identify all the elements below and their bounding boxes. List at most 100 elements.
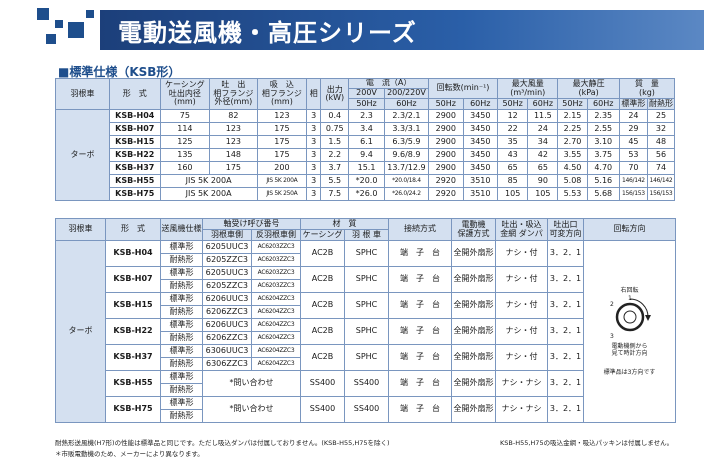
spec-q50: 43 bbox=[497, 148, 529, 162]
detail-heat-label: 耐熱形 bbox=[160, 279, 203, 293]
spec-r50: 2920 bbox=[428, 187, 464, 201]
detail-model: KSB-H04 bbox=[105, 240, 161, 267]
detail-h-spec: 送風機仕様 bbox=[160, 218, 203, 241]
spec-c60: 6.3/5.9 bbox=[383, 135, 430, 149]
spec-flange: 123 bbox=[209, 135, 258, 149]
spec-m2: 48 bbox=[646, 135, 676, 149]
spec-h-output: 出力 (kW) bbox=[320, 78, 350, 110]
spec-c50: 15.1 bbox=[348, 161, 385, 175]
spec-c60: 13.7/12.9 bbox=[383, 161, 430, 175]
rotation-cell: 右回転 3 2 1 電動機側から 見て時計方向 標準品は3方向です bbox=[583, 240, 676, 423]
spec-p50: 5.08 bbox=[557, 174, 588, 188]
spec-suction: 175 bbox=[256, 148, 308, 162]
spec-r60: 3510 bbox=[462, 187, 499, 201]
spec-c60: 2.3/2.1 bbox=[383, 109, 430, 123]
spec-q60: 24 bbox=[527, 122, 559, 136]
detail-heat-label: 耐熱形 bbox=[160, 331, 203, 345]
detail-model: KSB-H55 bbox=[105, 370, 161, 397]
spec-p50: 2.25 bbox=[557, 122, 588, 136]
detail-std-label: 標準形 bbox=[160, 396, 203, 410]
detail-conn: 端 子 台 bbox=[388, 370, 452, 397]
spec-r50: 2900 bbox=[428, 135, 464, 149]
spec-c50: 6.1 bbox=[348, 135, 385, 149]
detail-outlet: ナシ・ナシ bbox=[495, 370, 548, 397]
detail-casing: SS400 bbox=[300, 370, 345, 397]
detail-bear-rev: AC6204ZZC3 bbox=[251, 318, 301, 332]
detail-mat-blade: SPHC bbox=[344, 344, 389, 371]
spec-q60: 90 bbox=[527, 174, 559, 188]
spec-r50: 2900 bbox=[428, 161, 464, 175]
detail-heat-label: 耐熱形 bbox=[160, 357, 203, 371]
spec-m2: 156/153 bbox=[646, 187, 676, 201]
spec-flange: 175 bbox=[209, 161, 258, 175]
detail-outlet: ナシ・付 bbox=[495, 344, 548, 371]
detail-bear-blade: 6206UUC3 bbox=[202, 292, 252, 306]
spec-suction: 175 bbox=[256, 122, 308, 136]
detail-conn: 端 子 台 bbox=[388, 240, 452, 267]
detail-motor: 全開外扇形 bbox=[451, 396, 496, 423]
title-bar bbox=[100, 10, 704, 50]
spec-model: KSB-H22 bbox=[108, 148, 161, 162]
title-banner: 電動送風機・高圧シリーズ bbox=[0, 0, 704, 56]
rotation-label: 右回転 bbox=[620, 286, 639, 294]
detail-model: KSB-H75 bbox=[105, 396, 161, 423]
rotation-std-note: 標準品は3方向です bbox=[603, 368, 656, 376]
detail-outlet: ナシ・付 bbox=[495, 266, 548, 293]
page-title: 電動送風機・高圧シリーズ bbox=[118, 19, 417, 47]
spec-m1: 53 bbox=[618, 148, 648, 162]
section-title-text: ■標準仕様（KSB形） bbox=[58, 65, 181, 79]
detail-casing: SS400 bbox=[300, 396, 345, 423]
spec-h-p-50: 50Hz bbox=[557, 98, 588, 110]
detail-h-blade: 羽根車 bbox=[55, 218, 106, 241]
detail-std-label: 標準形 bbox=[160, 318, 203, 332]
spec-q50: 22 bbox=[497, 122, 529, 136]
spec-c50: 2.3 bbox=[348, 109, 385, 123]
detail-inquiry: *問い合わせ bbox=[202, 370, 301, 397]
spec-p50: 2.15 bbox=[557, 109, 588, 123]
spec-c60: 3.3/3.1 bbox=[383, 122, 430, 136]
spec-p60: 4.70 bbox=[586, 161, 620, 175]
detail-casing: AC2B bbox=[300, 344, 345, 371]
section-title: ■標準仕様（KSB形） bbox=[58, 63, 180, 80]
decor-square-5 bbox=[86, 10, 94, 18]
spec-phase: 3 bbox=[306, 135, 322, 149]
detail-bear-blade: 6205UUC3 bbox=[202, 240, 252, 254]
spec-r50: 2900 bbox=[428, 109, 464, 123]
spec-h-airflow: 最大風量 (m³/min) bbox=[497, 78, 559, 99]
detail-model: KSB-H15 bbox=[105, 292, 161, 319]
spec-casing: 125 bbox=[159, 135, 211, 149]
spec-table: 羽根車 形 式 ケーシング 吐出内径 (mm) 吐 出 相フランジ 外径(mm)… bbox=[55, 78, 676, 201]
detail-mat-blade: SPHC bbox=[344, 240, 389, 267]
spec-h-blade: 羽根車 bbox=[55, 78, 110, 110]
detail-bear-rev: AC6204ZZC3 bbox=[251, 305, 301, 319]
spec-kw: 5.5 bbox=[320, 174, 350, 188]
spec-r60: 3450 bbox=[462, 109, 499, 123]
spec-m1: 45 bbox=[618, 135, 648, 149]
detail-bear-rev: AC6203ZZC3 bbox=[251, 253, 301, 267]
detail-h-port: 吐出口 可変方向 bbox=[547, 218, 584, 241]
spec-kw: 0.4 bbox=[320, 109, 350, 123]
spec-casing: 75 bbox=[159, 109, 211, 123]
detail-conn: 端 子 台 bbox=[388, 344, 452, 371]
spec-suction: 200 bbox=[256, 161, 308, 175]
rotation-num-2: 2 bbox=[610, 301, 614, 308]
detail-bear-blade: 6205ZZC3 bbox=[202, 279, 252, 293]
spec-r60: 3510 bbox=[462, 174, 499, 188]
spec-m2: 56 bbox=[646, 148, 676, 162]
spec-casing-flange: JIS 5K 200A bbox=[159, 174, 258, 188]
decor-square-2 bbox=[55, 20, 63, 28]
spec-suction: 175 bbox=[256, 135, 308, 149]
spec-r50: 2900 bbox=[428, 122, 464, 136]
spec-m1: 70 bbox=[618, 161, 648, 175]
spec-suction: JIS 5K 250A bbox=[256, 187, 308, 201]
spec-p50: 2.70 bbox=[557, 135, 588, 149]
detail-bear-blade: 6205UUC3 bbox=[202, 266, 252, 280]
spec-suction: JIS 5K 200A bbox=[256, 174, 308, 188]
spec-h-rpm: 回転数(min⁻¹) bbox=[428, 78, 499, 99]
detail-bear-blade: 6306UUC3 bbox=[202, 344, 252, 358]
decor-square-1 bbox=[37, 8, 49, 20]
spec-q60: 42 bbox=[527, 148, 559, 162]
detail-h-bearing: 軸受け呼び番号 bbox=[202, 218, 301, 230]
rotation-note-2: 見て時計方向 bbox=[611, 349, 648, 357]
detail-bear-blade: 6206ZZC3 bbox=[202, 305, 252, 319]
